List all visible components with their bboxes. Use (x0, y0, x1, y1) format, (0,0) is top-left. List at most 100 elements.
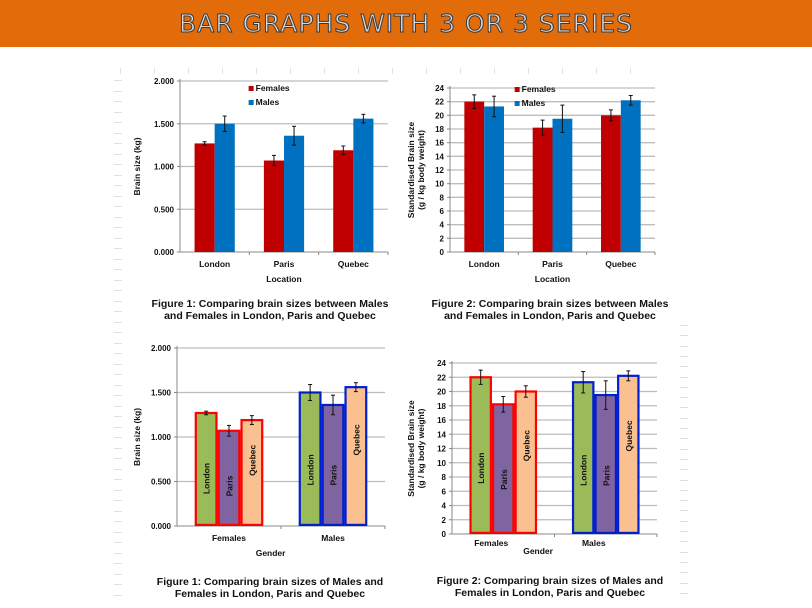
bar-males-paris (284, 135, 305, 252)
bar-label: London (306, 454, 316, 485)
ruler-tick (562, 68, 563, 74)
ruler-tick (460, 68, 461, 74)
x-category-label: Females (212, 533, 246, 543)
y-tick-label: 4 (442, 502, 447, 511)
ruler-tick (680, 335, 688, 337)
ruler-tick (114, 237, 122, 239)
ruler-tick (528, 68, 529, 74)
x-category-label: Females (474, 538, 508, 548)
y-tick-label: 2.000 (151, 344, 172, 353)
ruler-tick (680, 510, 688, 512)
x-category-label: Males (582, 538, 606, 548)
ruler-tick (114, 258, 122, 260)
slide-header: BAR GRAPHS WITH 3 OR 3 SERIES (0, 0, 812, 47)
x-category-label: Paris (274, 259, 295, 269)
y-axis-label-units: (g / kg body weight) (416, 130, 426, 210)
ruler-tick (114, 405, 122, 407)
ruler-tick (114, 342, 122, 344)
ruler-tick (680, 355, 688, 357)
ruler-tick (114, 332, 122, 333)
caption-fig2-location: Figure 2: Comparing brain sizes between … (420, 298, 680, 322)
ruler-tick (680, 479, 688, 481)
ruler-tick (114, 321, 122, 323)
y-tick-label: 2.000 (154, 77, 175, 86)
ruler-tick (680, 438, 688, 440)
legend-swatch-females (248, 86, 254, 91)
chart-fig2-gender: 0 2 4 6 8 10 12 14 16 18 20 22 24 Standardised Brain … (400, 345, 680, 565)
y-tick-label: 18 (435, 125, 444, 134)
ruler-tick (114, 416, 122, 417)
legend-swatch-males (248, 100, 254, 105)
ruler-tick (680, 417, 688, 419)
ruler-tick (256, 68, 257, 74)
legend-label-males: Males (256, 97, 280, 107)
y-tick-label: 24 (435, 84, 444, 93)
ruler-tick (114, 510, 122, 512)
ruler-tick (114, 489, 122, 491)
caption-line-2: and Females in London, Paris and Quebec (164, 310, 376, 322)
bar-label: Paris (329, 464, 339, 485)
ruler-tick (324, 68, 325, 74)
ruler-tick (680, 561, 688, 563)
ruler-tick (114, 290, 122, 291)
bar-label: Quebec (351, 424, 361, 455)
ruler-tick (114, 174, 122, 176)
y-tick-label: 1.500 (154, 120, 175, 129)
ruler-tick (114, 384, 122, 386)
y-tick-label: 0.000 (154, 248, 175, 257)
bar-label: London (579, 455, 589, 486)
y-tick-label: 0 (442, 530, 447, 539)
chart-fig2-location: 0 2 4 6 8 10 12 14 16 18 20 22 24 Standardised Brain … (400, 72, 680, 287)
ruler-tick (114, 521, 122, 522)
ruler-tick (114, 185, 122, 186)
y-axis-label-units: (g / kg body weight) (416, 408, 426, 488)
caption-line-1: Figure 1: Comparing brain sizes between … (151, 298, 389, 310)
y-tick-label: 20 (437, 388, 446, 397)
chart-fig1-location: 0.000 0.500 1.000 1.500 2.000 Brain size (kg)… (120, 72, 400, 287)
ruler-tick (290, 68, 291, 74)
y-tick-label: 8 (440, 193, 445, 202)
ruler-tick (630, 68, 631, 74)
ruler-tick (680, 325, 688, 326)
ruler-tick (680, 469, 688, 471)
ruler-tick (596, 68, 597, 74)
y-axis-label: Standardised Brain size (406, 400, 416, 497)
ruler-tick (114, 437, 122, 438)
ruler-tick (680, 345, 688, 347)
y-tick-label: 1.000 (151, 433, 172, 442)
ruler-tick (114, 269, 122, 270)
y-tick-label: 6 (442, 487, 447, 496)
x-category-label: Quebec (605, 259, 636, 269)
chart-fig1-location-svg: 0.000 0.500 1.000 1.500 2.000 Brain size (kg)… (132, 77, 389, 284)
legend-swatch-males (514, 101, 520, 106)
caption-fig1-gender: Figure 1: Comparing brain sizes of Males… (140, 576, 400, 600)
bar-females-london (194, 143, 215, 252)
ruler-tick (114, 374, 122, 375)
ruler-tick (114, 542, 122, 543)
y-tick-label: 20 (435, 111, 444, 120)
ruler-tick (680, 366, 688, 368)
bar-males-quebec (620, 100, 641, 252)
caption-line-1: Figure 1: Comparing brain sizes of Males… (156, 576, 384, 588)
ruler-tick (114, 101, 122, 102)
bar-label: Quebec (624, 420, 634, 451)
ruler-tick (114, 206, 122, 207)
ruler-tick (680, 592, 688, 594)
x-axis-label: Location (535, 274, 570, 284)
legend-swatch-females (514, 87, 520, 92)
ruler-tick (114, 468, 122, 470)
ruler-tick (114, 111, 122, 113)
bar-females-quebec (333, 150, 354, 252)
y-tick-label: 18 (437, 402, 446, 411)
x-axis-label: Location (266, 274, 301, 284)
ruler-tick (680, 551, 688, 553)
y-tick-label: 2 (440, 234, 445, 243)
bar-females-quebec (601, 115, 621, 252)
caption-line-1: Figure 2: Comparing brain sizes between … (431, 298, 669, 310)
legend-label-females: Females (256, 83, 290, 93)
ruler-tick (114, 552, 122, 554)
bar-paris-males (594, 393, 618, 534)
ruler-tick (426, 68, 427, 74)
caption-line-1: Figure 2: Comparing brain sizes of Males… (436, 575, 664, 587)
y-tick-label: 16 (435, 139, 444, 148)
